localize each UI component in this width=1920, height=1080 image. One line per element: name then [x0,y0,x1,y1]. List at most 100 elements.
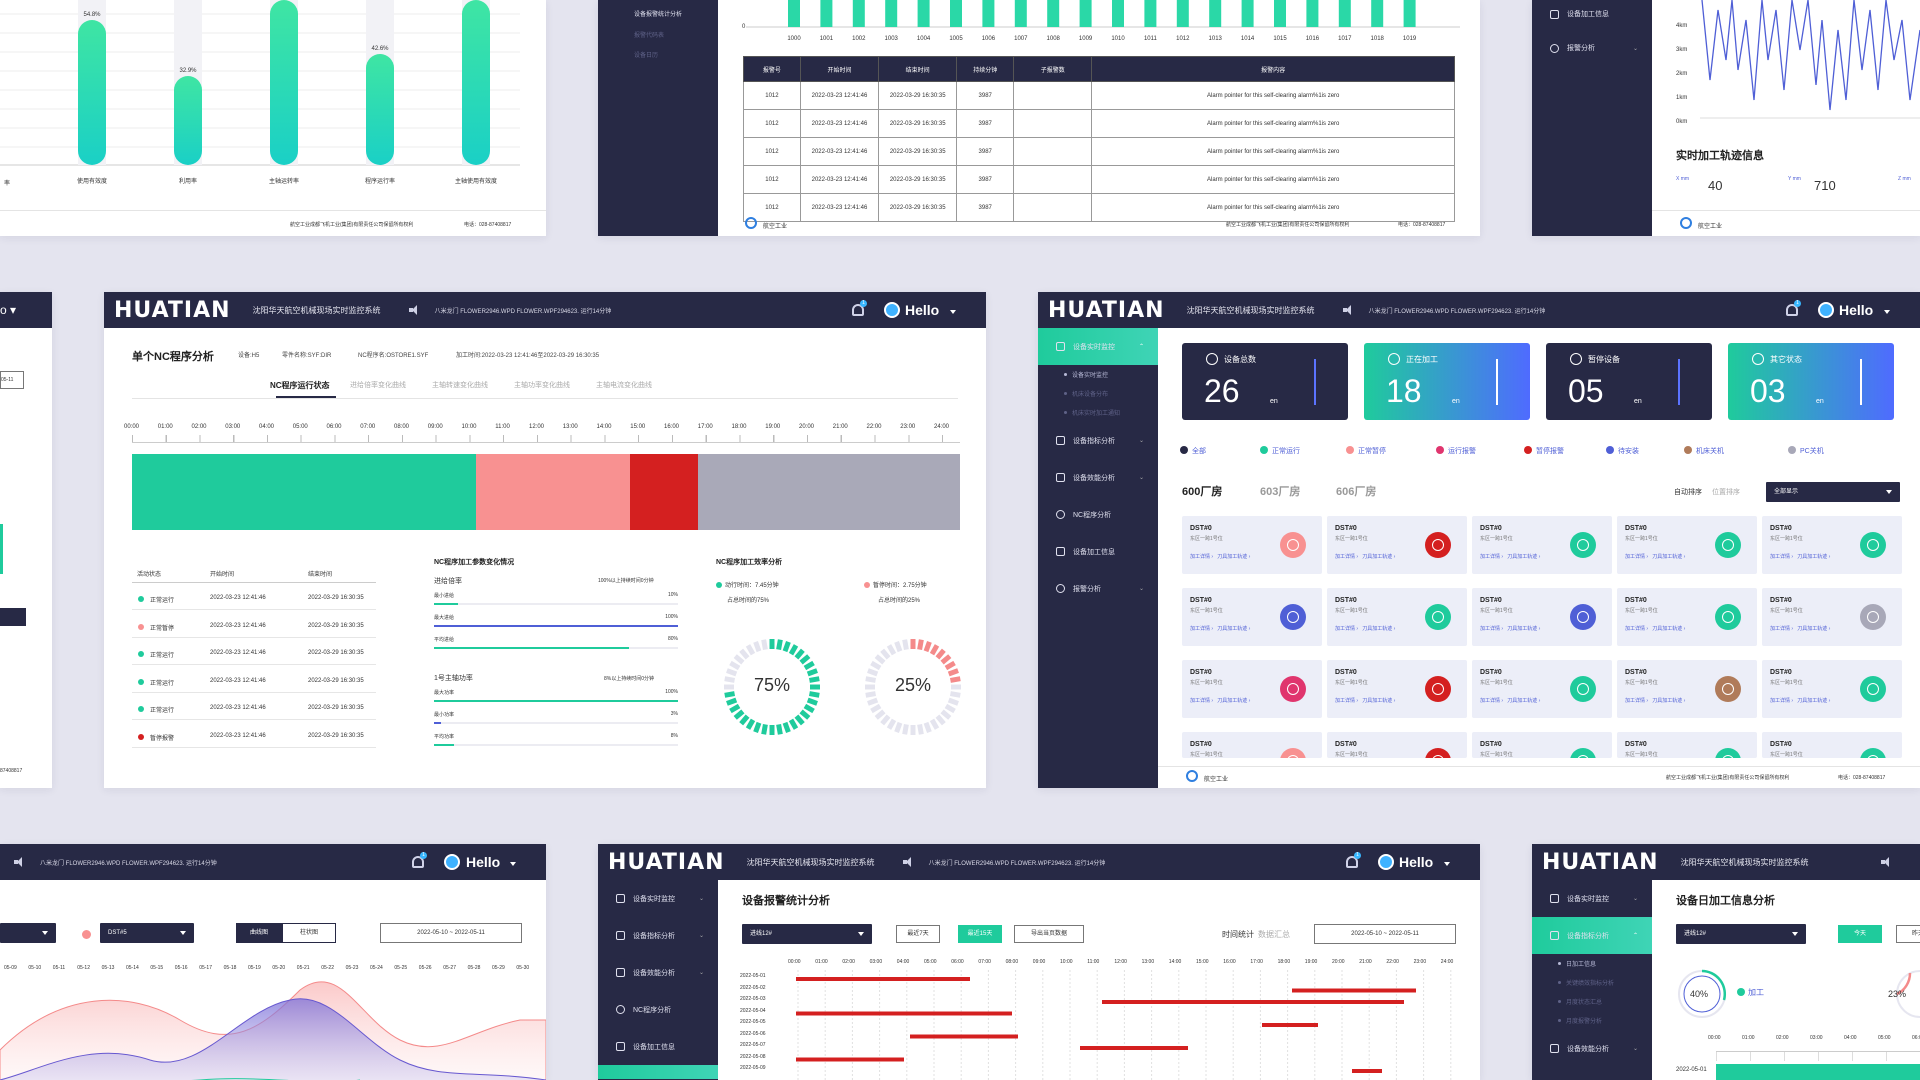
last-15-days-button[interactable]: 最近15天 [958,925,1002,943]
sidebar-item-nc[interactable]: NC程序分析 [598,991,718,1028]
sidebar-item-efficiency[interactable]: 设备效能分析 ⌄ [1038,459,1158,496]
machine-links[interactable]: 加工详情 › 刀具加工轨迹 › [1770,554,1831,560]
column-header[interactable]: 结束时间 [878,56,958,82]
avatar[interactable] [1378,854,1394,870]
bell-icon[interactable] [1346,856,1358,868]
machine-links[interactable]: 加工详情 › 刀具加工轨迹 › [1770,698,1831,704]
user-greeting[interactable]: Hello [466,854,501,870]
last-7-days-button[interactable]: 最近7天 [896,925,940,943]
machine-links[interactable]: 加工详情 › 刀具加工轨迹 › [1770,626,1831,632]
user-greeting[interactable]: Hello [905,302,940,318]
sort-auto[interactable]: 自动排序 [1674,489,1702,496]
legend-item[interactable]: 全部 [1180,446,1206,456]
table-row[interactable]: 1012 2022-03-23 12:41:46 2022-03-29 16:30:… [743,193,1455,222]
legend-item[interactable]: PC关机 [1788,446,1824,456]
chevron-down-icon[interactable] [950,310,956,314]
today-button[interactable]: 今天 [1838,925,1882,943]
machine-links[interactable]: 加工详情 › 刀具加工轨迹 › [1625,626,1686,632]
sidebar-item-index[interactable]: 设备指标分析 ⌄ [1038,422,1158,459]
legend-item[interactable]: 正常暂停 [1346,446,1386,456]
legend-item[interactable]: 正常运行 [1260,446,1300,456]
sub-item[interactable]: 设备实时监控 [1038,365,1158,384]
curve-view-button[interactable]: 曲线图 [236,923,282,943]
speaker-icon[interactable] [902,857,915,867]
column-header[interactable]: 持续分钟 [956,56,1015,82]
sidebar-item-machining[interactable]: 设备加工信息 [1532,0,1652,28]
legend-item[interactable]: 运行报警 [1436,446,1476,456]
sidebar-item-efficiency[interactable]: 设备效能分析 ⌄ [1532,1030,1652,1067]
speaker-icon[interactable] [408,305,421,315]
chevron-down-icon[interactable] [510,862,516,866]
machine-links[interactable]: 加工详情 › 刀具加工轨迹 › [1335,698,1396,704]
legend-item[interactable]: 待安装 [1606,446,1639,456]
machine-links[interactable]: 加工详情 › 刀具加工轨迹 › [1190,554,1251,560]
bell-icon[interactable] [852,304,864,316]
line-select[interactable]: 进线12# [742,924,872,944]
machine-links[interactable]: 加工详情 › 刀具加工轨迹 › [1190,698,1251,704]
column-header[interactable]: 开始时间 [799,56,880,82]
summary-card[interactable]: 正在加工 18 en [1364,343,1530,420]
sidebar-item-monitor[interactable]: 设备实时监控 ⌄ [598,880,718,917]
tab-1[interactable]: 进给倍率变化曲线 [350,382,406,389]
sub-item[interactable]: 报警代码表 [634,33,665,39]
yesterday-button[interactable]: 昨天 [1896,925,1920,943]
machine-links[interactable]: 加工详情 › 刀具加工轨迹 › [1335,626,1396,632]
tab-0[interactable]: NC程序运行状态 [270,381,330,390]
sidebar-item-active[interactable] [598,1065,718,1079]
summary-card[interactable]: 暂停设备 05 en [1546,343,1712,420]
sidebar-item-monitor[interactable]: 设备实时监控 ⌄ [1532,880,1652,917]
speaker-icon[interactable] [14,857,26,867]
legend-item[interactable]: 机床关机 [1684,446,1724,456]
chevron-down-icon[interactable] [1444,862,1450,866]
date-range-picker[interactable]: 2022-05-10 ~ 2022-05-11 [380,923,522,943]
sub-item[interactable]: 设备报警统计分析 [634,12,683,18]
column-header[interactable]: 报警号 [743,56,801,82]
speaker-icon[interactable] [1342,305,1355,315]
sub-item[interactable]: 机床实时加工通知 [1038,403,1158,422]
user-greeting[interactable]: Hello [1839,302,1874,318]
table-row[interactable]: 1012 2022-03-23 12:41:46 2022-03-29 16:30:… [743,165,1455,194]
sub-item[interactable]: 月度状态汇总 [1532,992,1652,1011]
avatar[interactable] [444,854,460,870]
summary-card[interactable]: 设备总数 26 en [1182,343,1348,420]
machine-links[interactable]: 加工详情 › 刀具加工轨迹 › [1625,698,1686,704]
summary-tab[interactable]: 数据汇总 [1258,930,1290,939]
summary-card[interactable]: 其它状态 03 en [1728,343,1894,420]
sidebar-item-machining[interactable]: 设备加工信息 [1038,533,1158,570]
date-box[interactable]: 05-11 [0,371,24,389]
line-select[interactable]: 进线12# [1676,924,1806,944]
machine-links[interactable]: 加工详情 › 刀具加工轨迹 › [1480,698,1541,704]
factory-tab[interactable]: 606厂房 [1336,486,1377,498]
sub-item[interactable]: 关键绩效指标分析 [1532,973,1652,992]
avatar[interactable] [1818,302,1834,318]
sub-item[interactable]: 机床设备分布 [1038,384,1158,403]
device-select[interactable]: DST#5 [100,923,194,943]
display-select[interactable]: 全部显示 [1766,482,1900,502]
sub-item[interactable]: 设备日历 [634,53,659,59]
table-row[interactable]: 1012 2022-03-23 12:41:46 2022-03-29 16:30:… [743,81,1455,110]
chevron-down-icon[interactable] [1884,310,1890,314]
sidebar-item-machining[interactable]: 设备加工信息 [598,1028,718,1065]
speaker-icon[interactable] [1880,857,1893,867]
time-stat-tab[interactable]: 时间统计 [1222,930,1254,939]
sidebar-item-monitor[interactable]: 设备实时监控 ⌃ [1038,328,1158,365]
column-header[interactable]: 子报警数 [1013,56,1093,82]
date-range-picker[interactable]: 2022-05-10 ~ 2022-05-11 [1314,924,1456,944]
select-fragment[interactable] [0,923,56,943]
table-row[interactable]: 1012 2022-03-23 12:41:46 2022-03-29 16:30:… [743,109,1455,138]
tab-2[interactable]: 主轴转速变化曲线 [432,382,488,389]
